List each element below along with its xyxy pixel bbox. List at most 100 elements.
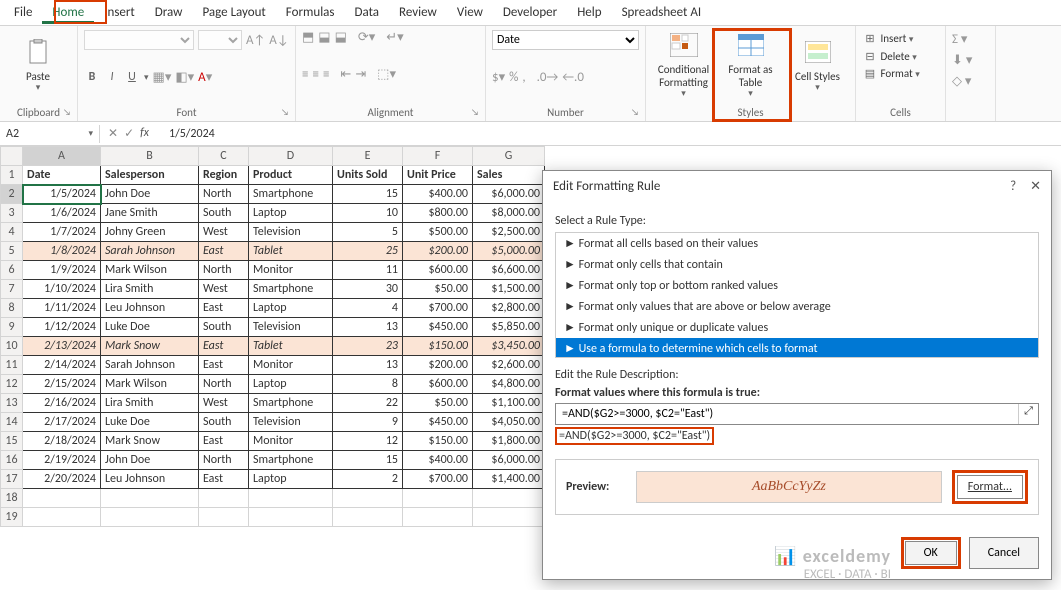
cell-F9[interactable]: $450.00: [403, 318, 473, 337]
cell-D19[interactable]: [249, 508, 333, 527]
menu-view[interactable]: View: [447, 1, 493, 24]
cell-F11[interactable]: $200.00: [403, 356, 473, 375]
cell-G14[interactable]: $4,050.00: [473, 413, 545, 432]
rule-type-item[interactable]: ► Format only unique or duplicate values: [556, 317, 1038, 338]
accounting-icon[interactable]: $▾: [492, 70, 505, 85]
cell-C17[interactable]: East: [199, 470, 249, 489]
cell-G11[interactable]: $2,600.00: [473, 356, 545, 375]
cell-E18[interactable]: [333, 489, 403, 508]
fill-color-button[interactable]: ◧▾: [175, 70, 194, 85]
bold-button[interactable]: B: [84, 69, 100, 85]
cell-B19[interactable]: [101, 508, 199, 527]
rule-type-item[interactable]: ► Format only values that are above or b…: [556, 296, 1038, 317]
fill-button[interactable]: ⬇ ▾: [952, 51, 989, 72]
cell-G16[interactable]: $6,000.00: [473, 451, 545, 470]
cell-E4[interactable]: 5: [333, 223, 403, 242]
cell-D9[interactable]: Television: [249, 318, 333, 337]
close-icon[interactable]: ✕: [1030, 179, 1041, 194]
cell-C14[interactable]: South: [199, 413, 249, 432]
delete-cells-button[interactable]: ⊟ Delete ▾: [862, 48, 939, 66]
row-header-13[interactable]: 13: [1, 394, 23, 413]
rule-type-item[interactable]: ► Format only cells that contain: [556, 254, 1038, 275]
cell-C8[interactable]: East: [199, 299, 249, 318]
cell-A1[interactable]: Date: [23, 166, 101, 185]
cell-B15[interactable]: Mark Snow: [101, 432, 199, 451]
row-header-16[interactable]: 16: [1, 451, 23, 470]
cell-D7[interactable]: Smartphone: [249, 280, 333, 299]
cell-D15[interactable]: Monitor: [249, 432, 333, 451]
cell-F5[interactable]: $200.00: [403, 242, 473, 261]
cell-E7[interactable]: 30: [333, 280, 403, 299]
cancel-button[interactable]: Cancel: [969, 537, 1039, 569]
cell-G19[interactable]: [473, 508, 545, 527]
menu-developer[interactable]: Developer: [493, 1, 567, 24]
format-button[interactable]: Format...: [957, 475, 1023, 499]
menu-help[interactable]: Help: [567, 1, 611, 24]
align-center-icon[interactable]: ≡: [312, 67, 318, 82]
cell-C12[interactable]: North: [199, 375, 249, 394]
menu-page-layout[interactable]: Page Layout: [192, 1, 275, 24]
borders-button[interactable]: ▦▾: [153, 70, 172, 85]
col-header-G[interactable]: G: [473, 147, 545, 166]
cell-E13[interactable]: 22: [333, 394, 403, 413]
cell-G12[interactable]: $4,800.00: [473, 375, 545, 394]
insert-cells-button[interactable]: ⊞ Insert ▾: [862, 30, 939, 48]
cell-C6[interactable]: North: [199, 261, 249, 280]
cell-D11[interactable]: Monitor: [249, 356, 333, 375]
cell-F18[interactable]: [403, 489, 473, 508]
cell-G15[interactable]: $1,800.00: [473, 432, 545, 451]
cell-A2[interactable]: 1/5/2024: [23, 185, 101, 204]
format-as-table-button[interactable]: Format as Table▾: [719, 30, 782, 100]
number-dialog-launcher[interactable]: ↘: [631, 107, 643, 119]
cell-C2[interactable]: North: [199, 185, 249, 204]
cell-C19[interactable]: [199, 508, 249, 527]
cell-C3[interactable]: South: [199, 204, 249, 223]
cell-A7[interactable]: 1/10/2024: [23, 280, 101, 299]
col-header-A[interactable]: A: [23, 147, 101, 166]
cell-E11[interactable]: 13: [333, 356, 403, 375]
cell-D1[interactable]: Product: [249, 166, 333, 185]
cell-E9[interactable]: 13: [333, 318, 403, 337]
cell-B16[interactable]: John Doe: [101, 451, 199, 470]
cell-F19[interactable]: [403, 508, 473, 527]
cell-G6[interactable]: $6,600.00: [473, 261, 545, 280]
cell-F17[interactable]: $700.00: [403, 470, 473, 489]
cell-C13[interactable]: West: [199, 394, 249, 413]
row-header-7[interactable]: 7: [1, 280, 23, 299]
cell-F4[interactable]: $500.00: [403, 223, 473, 242]
name-box[interactable]: A2▾: [0, 125, 100, 143]
cell-D6[interactable]: Monitor: [249, 261, 333, 280]
cell-F3[interactable]: $800.00: [403, 204, 473, 223]
cell-styles-button[interactable]: Cell Styles▾: [786, 30, 849, 100]
font-size-select[interactable]: [198, 30, 242, 50]
cell-A14[interactable]: 2/17/2024: [23, 413, 101, 432]
col-header-C[interactable]: C: [199, 147, 249, 166]
cell-E19[interactable]: [333, 508, 403, 527]
cell-A8[interactable]: 1/11/2024: [23, 299, 101, 318]
cell-C11[interactable]: East: [199, 356, 249, 375]
cell-B10[interactable]: Mark Snow: [101, 337, 199, 356]
cell-A13[interactable]: 2/16/2024: [23, 394, 101, 413]
menu-insert[interactable]: Insert: [94, 1, 145, 24]
fx-icon[interactable]: fx: [140, 126, 155, 141]
cell-C18[interactable]: [199, 489, 249, 508]
cell-A10[interactable]: 2/13/2024: [23, 337, 101, 356]
enter-formula-icon[interactable]: ✓: [124, 126, 134, 141]
cell-E15[interactable]: 12: [333, 432, 403, 451]
cell-E2[interactable]: 15: [333, 185, 403, 204]
cell-E1[interactable]: Units Sold: [333, 166, 403, 185]
format-cells-button[interactable]: ▤ Format ▾: [862, 65, 939, 83]
cell-C5[interactable]: East: [199, 242, 249, 261]
cell-B9[interactable]: Luke Doe: [101, 318, 199, 337]
increase-decimal-icon[interactable]: .0→: [537, 70, 559, 85]
align-left-icon[interactable]: ≡: [302, 67, 308, 82]
row-header-3[interactable]: 3: [1, 204, 23, 223]
col-header-D[interactable]: D: [249, 147, 333, 166]
cell-C4[interactable]: West: [199, 223, 249, 242]
cell-B7[interactable]: Lira Smith: [101, 280, 199, 299]
cell-D10[interactable]: Tablet: [249, 337, 333, 356]
cell-G4[interactable]: $2,500.00: [473, 223, 545, 242]
cell-F14[interactable]: $450.00: [403, 413, 473, 432]
row-header-12[interactable]: 12: [1, 375, 23, 394]
menu-review[interactable]: Review: [389, 1, 447, 24]
